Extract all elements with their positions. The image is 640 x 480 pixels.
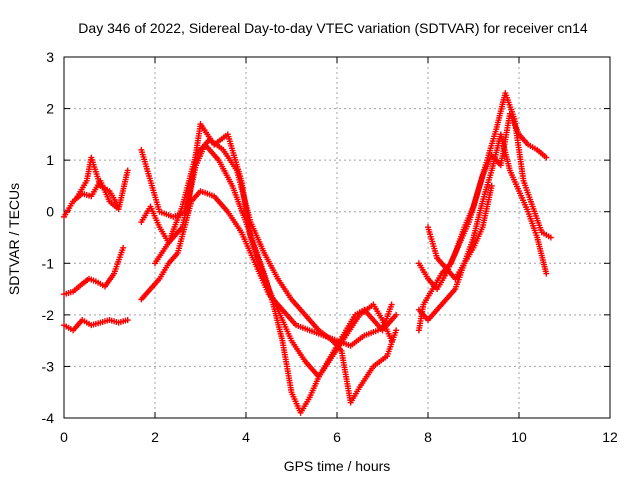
- x-tick-label: 0: [60, 429, 68, 445]
- data-point: [115, 203, 122, 210]
- data-point: [547, 234, 554, 241]
- series-track-10: [415, 110, 550, 293]
- y-tick-label: 2: [46, 101, 54, 117]
- x-axis-label: GPS time / hours: [284, 458, 391, 474]
- x-tick-label: 2: [151, 429, 159, 445]
- data-point: [488, 182, 495, 189]
- series-track-2: [61, 244, 127, 298]
- data-points: [61, 90, 554, 416]
- series-track-11: [415, 131, 550, 324]
- y-tick-label: -3: [42, 358, 55, 374]
- data-point: [543, 154, 550, 161]
- series-track-7: [138, 141, 395, 416]
- y-tick-label: -1: [42, 255, 55, 271]
- x-tick-label: 12: [602, 429, 618, 445]
- data-point: [124, 317, 131, 324]
- y-tick-label: 0: [46, 204, 54, 220]
- series-track-4: [74, 154, 122, 210]
- x-tick-label: 6: [333, 429, 341, 445]
- data-point: [120, 244, 127, 251]
- grid-lines: [64, 57, 610, 418]
- series-track-12: [425, 182, 495, 282]
- y-tick-label: 1: [46, 152, 54, 168]
- y-tick-label: -4: [42, 410, 55, 426]
- data-point: [393, 327, 400, 334]
- x-tick-label: 4: [242, 429, 250, 445]
- series-track-8: [152, 136, 400, 406]
- data-point: [543, 270, 550, 277]
- y-axis-label: SDTVAR / TECUs: [6, 183, 22, 295]
- y-tick-label: -2: [42, 307, 55, 323]
- series-track-3: [61, 317, 131, 334]
- x-tick-label: 10: [511, 429, 527, 445]
- chart-title: Day 346 of 2022, Sidereal Day-to-day VTE…: [78, 20, 588, 36]
- x-tick-label: 8: [424, 429, 432, 445]
- data-point: [393, 311, 400, 318]
- data-point: [124, 167, 131, 174]
- y-tick-label: 3: [46, 49, 54, 65]
- data-point: [388, 301, 395, 308]
